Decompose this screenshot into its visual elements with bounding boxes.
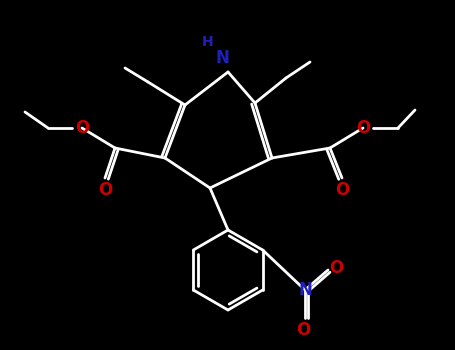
Text: O: O bbox=[75, 119, 89, 137]
Text: O: O bbox=[329, 259, 343, 277]
Text: N: N bbox=[215, 49, 229, 67]
Text: O: O bbox=[356, 119, 370, 137]
Text: O: O bbox=[98, 181, 112, 199]
Text: O: O bbox=[335, 181, 349, 199]
Text: N: N bbox=[298, 281, 312, 299]
Text: H: H bbox=[202, 35, 214, 49]
Text: O: O bbox=[296, 321, 310, 339]
